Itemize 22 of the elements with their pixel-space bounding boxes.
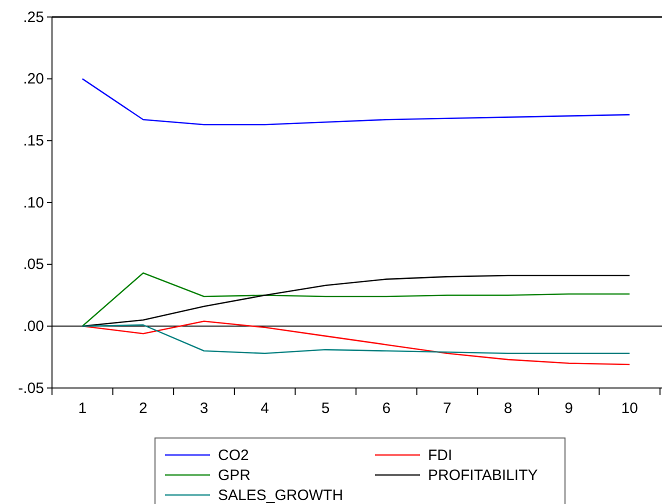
x-tick-label: 5 [321,400,330,417]
y-tick-label: .15 [23,132,44,150]
legend-label: SALES_GROWTH [218,487,344,504]
x-tick-label: 7 [443,400,452,417]
y-tick-label: -.05 [18,380,44,397]
legend-label: CO2 [218,447,249,464]
legend-label: PROFITABILITY [428,467,538,484]
x-tick-label: 9 [564,400,573,417]
y-tick-label: .20 [23,70,44,88]
x-tick-label: 8 [504,400,512,417]
y-tick-label: .00 [23,318,44,335]
legend-label: GPR [218,467,251,484]
x-tick-label: 4 [260,400,269,417]
x-tick-label: 1 [78,400,87,417]
x-tick-label: 3 [200,400,208,417]
x-tick-label: 10 [621,400,638,417]
legend-label: FDI [428,447,452,464]
x-tick-label: 2 [139,400,148,417]
y-tick-label: .25 [23,8,44,26]
x-tick-label: 6 [382,400,391,417]
y-tick-label: .05 [23,256,44,274]
y-tick-label: .10 [23,194,44,212]
